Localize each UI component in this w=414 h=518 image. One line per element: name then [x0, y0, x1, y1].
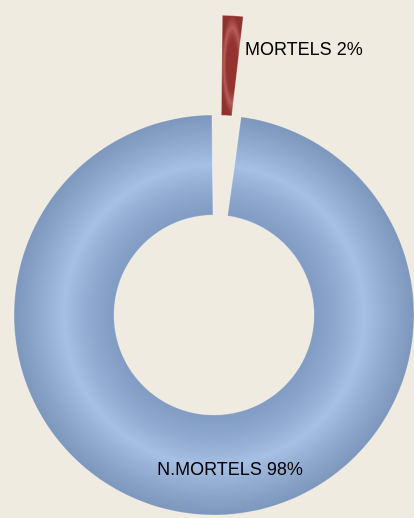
- slice-label: N.MORTELS 98%: [157, 459, 303, 479]
- slice-value: 98%: [267, 459, 303, 479]
- slice-value: 2%: [337, 39, 363, 59]
- slice-category: MORTELS: [245, 39, 332, 59]
- slice-category: N.MORTELS: [157, 459, 262, 479]
- slice-label: MORTELS 2%: [245, 39, 363, 59]
